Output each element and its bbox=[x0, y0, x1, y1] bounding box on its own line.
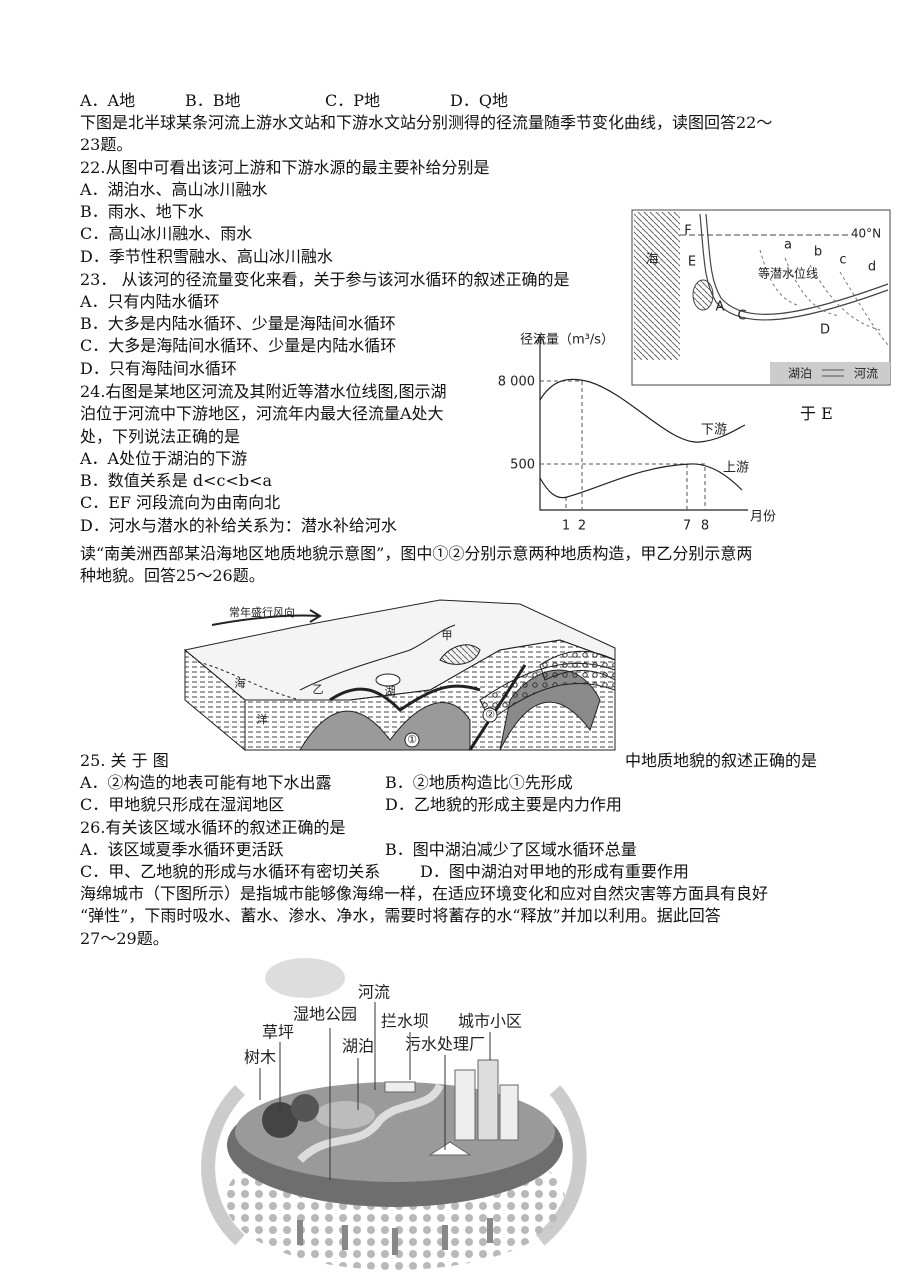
figure-label: 径流量（m³/s） bbox=[520, 333, 614, 348]
option: D．乙地貌的形成主要是内力作用 bbox=[385, 795, 622, 814]
figure-label: 7 bbox=[683, 519, 691, 534]
figure-label: 污水处理厂 bbox=[405, 1035, 485, 1054]
option: A．A处位于湖泊的下游 bbox=[80, 449, 248, 468]
figure-label: d bbox=[868, 260, 876, 275]
runoff-graph bbox=[535, 333, 748, 511]
question-stem: 25. 关 于 图 bbox=[80, 751, 169, 770]
option: C．甲地貌只形成在湿润地区 bbox=[80, 795, 285, 814]
figure-label: 上游 bbox=[723, 461, 749, 476]
figure-label: 40°N bbox=[851, 227, 881, 241]
paragraph-line: 海绵城市（下图所示）是指城市能够像海绵一样，在适应环境变化和应对自然灾害等方面具… bbox=[80, 884, 769, 903]
option: A．A地 bbox=[80, 91, 136, 110]
figure-label: 海 bbox=[645, 253, 658, 268]
figure-label: E bbox=[688, 255, 696, 270]
figure-label: 湖 bbox=[385, 685, 396, 698]
option: B．②地质构造比①先形成 bbox=[385, 773, 573, 792]
option: B．雨水、地下水 bbox=[80, 202, 204, 221]
contour-map bbox=[631, 209, 891, 386]
sponge-city-diagram bbox=[201, 958, 587, 1270]
paragraph-line: 下图是北半球某条河流上游水文站和下游水文站分别测得的径流量随季节变化曲线，读图回… bbox=[80, 113, 773, 132]
figure-label: 2 bbox=[578, 519, 586, 534]
figure-label: 海 bbox=[235, 676, 246, 690]
figure-label: c bbox=[839, 253, 846, 268]
option: C．大多是海陆间水循环、少量是内陆水循环 bbox=[80, 336, 397, 355]
figure-label: D bbox=[820, 323, 830, 338]
question-stem: 22.从图中可看出该河上游和下游水源的最主要补给分别是 bbox=[80, 158, 490, 177]
figure-label: 月份 bbox=[750, 510, 776, 525]
figure-label: 常年盛行风向 bbox=[229, 605, 295, 619]
figure-label: 等潜水位线 bbox=[758, 266, 818, 281]
option: C．高山冰川融水、雨水 bbox=[80, 224, 253, 243]
option: B．大多是内陆水循环、少量是海陆间水循环 bbox=[80, 314, 396, 333]
figure-label: 下游 bbox=[701, 423, 727, 438]
option: A．②构造的地表可能有地下水出露 bbox=[80, 773, 332, 792]
question-stem: 处，下列说法正确的是 bbox=[80, 427, 241, 446]
figure-label: F bbox=[684, 224, 691, 239]
figure-label: 河流 bbox=[358, 983, 390, 1002]
option: C．P地 bbox=[325, 91, 381, 110]
paragraph-line: “弹性”，下雨时吸水、蓄水、渗水、净水，需要时将蓄存的水“释放”并加以利用。据此… bbox=[80, 906, 721, 925]
figure-label: 湿地公园 bbox=[293, 1005, 357, 1024]
geology-diagram bbox=[183, 599, 616, 752]
figure-label: 拦水坝 bbox=[381, 1012, 429, 1031]
question-stem: 泊位于河流中下游地区，河流年内最大径流量A处大 bbox=[80, 404, 444, 423]
figure-label: 500 bbox=[510, 458, 535, 473]
figure-label: 8 bbox=[701, 519, 709, 534]
option: B．图中湖泊减少了区域水循环总量 bbox=[385, 840, 637, 859]
option: A．该区域夏季水循环更活跃 bbox=[80, 840, 284, 859]
paragraph-line: 23题。 bbox=[80, 135, 133, 154]
figure-label: 1 bbox=[562, 519, 570, 534]
paragraph-line: 读“南美洲西部某沿海地区地质地貌示意图”，图中①②分别示意两种地质构造，甲乙分别… bbox=[80, 544, 753, 563]
option: C．甲、乙地貌的形成与水循环有密切关系 bbox=[80, 862, 381, 881]
figure-label: b bbox=[814, 245, 822, 260]
figure-label: 湖泊 bbox=[342, 1037, 374, 1056]
figure-label: ② bbox=[485, 708, 495, 721]
paragraph-line: 种地貌。回答25～26题。 bbox=[80, 566, 265, 585]
figure-label: ① bbox=[407, 733, 417, 746]
option: D．Q地 bbox=[450, 91, 508, 110]
option: C．EF 河段流向为由南向北 bbox=[80, 493, 281, 512]
option: B．数值关系是 d<c<b<a bbox=[80, 471, 273, 490]
figure-label: 城市小区 bbox=[458, 1012, 522, 1031]
option: D．只有海陆间水循环 bbox=[80, 359, 237, 378]
figure-label: A bbox=[716, 300, 725, 315]
figure-label: 甲 bbox=[442, 629, 453, 642]
figure-label: 草坪 bbox=[262, 1023, 294, 1042]
question-stem: 中地质地貌的叙述正确的是 bbox=[625, 751, 818, 770]
figure-label: 8 000 bbox=[498, 375, 535, 390]
figure-label: 树木 bbox=[244, 1048, 276, 1067]
figure-label: 湖泊 bbox=[788, 366, 812, 381]
figure-label: 河流 bbox=[854, 367, 878, 381]
question-stem: 23． 从该河的径流量变化来看，关于参与该河水循环的叙述正确的是 bbox=[80, 270, 570, 289]
question-stem: 26.有关该区域水循环的叙述正确的是 bbox=[80, 818, 346, 837]
question-stem: 24.右图是某地区河流及其附近等潜水位线图,图示湖 bbox=[80, 382, 447, 401]
figure-label: C bbox=[737, 309, 746, 324]
option: D．河水与潜水的补给关系为：潜水补给河水 bbox=[80, 516, 397, 535]
option: D．图中湖泊对甲地的形成有重要作用 bbox=[420, 862, 689, 881]
option: D．季节性积雪融水、高山冰川融水 bbox=[80, 247, 333, 266]
option: A．只有内陆水循环 bbox=[80, 292, 220, 311]
figure-label: a bbox=[784, 238, 792, 253]
question-stem: 于 E bbox=[800, 404, 833, 423]
paragraph-line: 27～29题。 bbox=[80, 929, 169, 948]
figure-label: 乙 bbox=[313, 683, 324, 696]
figure-label: 洋 bbox=[257, 712, 268, 726]
option: A．湖泊水、高山冰川融水 bbox=[80, 180, 268, 199]
option: B．B地 bbox=[185, 91, 241, 110]
